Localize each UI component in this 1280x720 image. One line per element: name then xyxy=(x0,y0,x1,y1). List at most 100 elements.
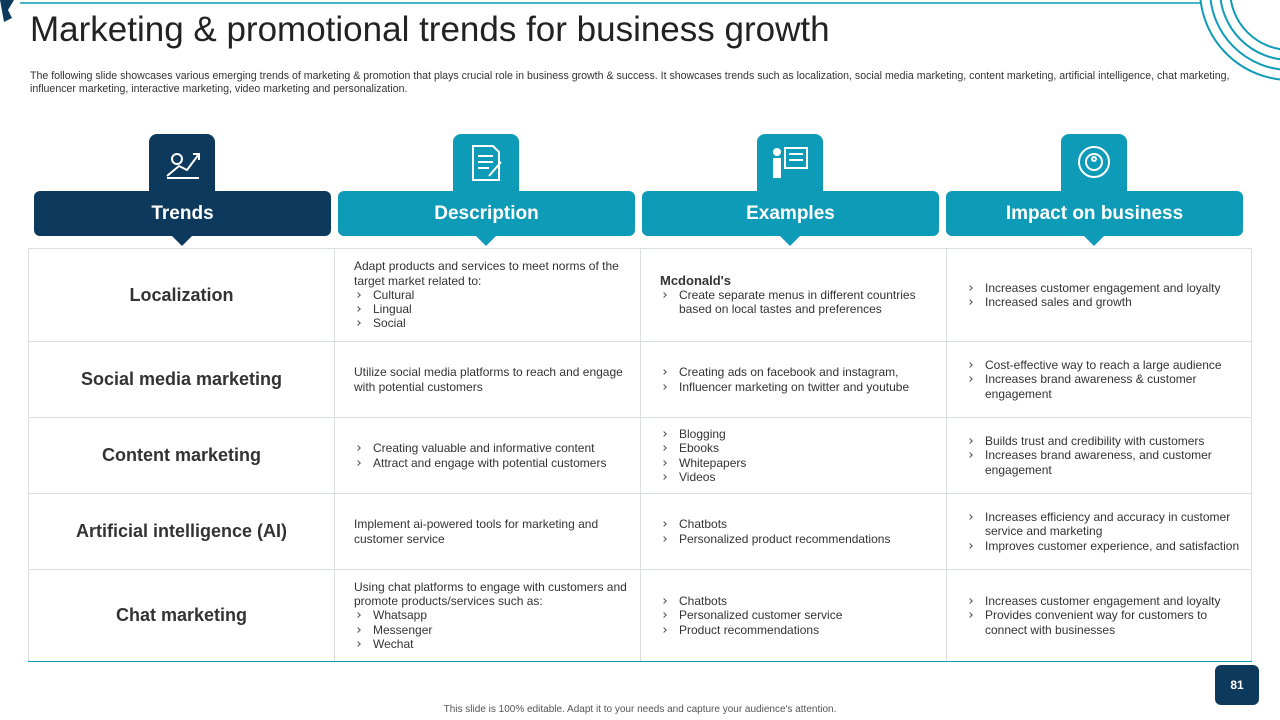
bullet-text: Influencer marketing on twitter and yout… xyxy=(679,379,910,394)
title: Marketing & promotional trends for busin… xyxy=(30,10,830,49)
table-row: Artificial intelligence (AI) Implement ai… xyxy=(28,493,1252,569)
bullet-text: Increases brand awareness & customer eng… xyxy=(985,372,1197,401)
bullet-text: Provides convenient way for customers to… xyxy=(985,608,1208,637)
bullet-item: Increases customer engagement and loyalt… xyxy=(966,281,1243,295)
bullet-item: Influencer marketing on twitter and yout… xyxy=(660,380,938,394)
bullet-item: Increases brand awareness, and customer … xyxy=(966,448,1243,477)
bullet-text: Increases customer engagement and loyalt… xyxy=(985,280,1221,295)
pointer xyxy=(1084,236,1104,246)
bullet-item: Increases customer engagement and loyalt… xyxy=(966,594,1243,608)
bullet-item: Increases efficiency and accuracy in cus… xyxy=(966,510,1243,539)
bullet-text: Personalized customer service xyxy=(679,608,843,623)
bullet-icon xyxy=(967,612,973,619)
table-row: Localization Adapt products and services … xyxy=(28,248,1252,341)
bullet-text: Lingual xyxy=(373,302,412,317)
cell-text: Using chat platforms to engage with cust… xyxy=(354,579,627,609)
bullet-item: Builds trust and credibility with custom… xyxy=(966,434,1243,448)
bullet-text: Blogging xyxy=(679,426,726,441)
bullet-text: Increased sales and growth xyxy=(985,295,1132,309)
description-cell: Implement ai-powered tools for marketing… xyxy=(334,494,640,569)
bullet-text: Attract and engage with potential custom… xyxy=(373,455,607,470)
table: Localization Adapt products and services … xyxy=(28,248,1252,662)
bullet-icon xyxy=(661,369,667,376)
bullet-text: Increases customer engagement and loyalt… xyxy=(985,594,1221,609)
bullet-icon xyxy=(967,514,973,520)
bullet-item: Social xyxy=(354,316,632,330)
bullet-text: Videos xyxy=(679,469,716,484)
trend-cell: Content marketing xyxy=(28,418,334,493)
column-header: Examples xyxy=(642,191,939,236)
icon xyxy=(773,147,808,178)
bullet-item: Whitepapers xyxy=(660,456,938,470)
bullet-icon xyxy=(661,612,667,619)
bullet-icon xyxy=(661,598,667,604)
icon-tab xyxy=(149,134,215,196)
trend-cell: Social media marketing xyxy=(28,342,334,417)
icon-tab xyxy=(453,134,519,196)
bullet-item: Messenger xyxy=(354,623,632,637)
bullet-item: Creating ads on facebook and instagram, xyxy=(660,365,938,379)
description-cell: Creating valuable and informative conten… xyxy=(334,418,640,493)
bullet-item: Attract and engage with potential custom… xyxy=(354,456,632,470)
bullet-item: Blogging xyxy=(660,427,938,441)
bullet-item: Improves customer experience, and satisf… xyxy=(966,539,1243,553)
impact-cell: Builds trust and credibility with custom… xyxy=(946,418,1252,493)
bullet-icon xyxy=(661,626,667,633)
bullet-text: Whatsapp xyxy=(373,608,428,623)
trend-cell: Artificial intelligence (AI) xyxy=(28,494,334,569)
bullet-text: Wechat xyxy=(373,636,414,651)
footer-note: This slide is 100% editable. Adapt it to… xyxy=(443,704,837,715)
bullet-text: Personalized product recommendations xyxy=(679,531,891,546)
bullet-item: Personalized customer service xyxy=(660,608,938,622)
decoration xyxy=(0,0,1280,81)
bullet-text: Create separate menus in different count… xyxy=(679,287,916,317)
bullet-icon xyxy=(355,641,361,647)
bullet-text: Social xyxy=(373,316,406,331)
bullet-text: Increases brand awareness, and customer … xyxy=(985,448,1212,477)
bullet-item: Cultural xyxy=(354,288,632,302)
bullet-text: Cultural xyxy=(373,287,415,302)
cell-heading: Mcdonald's xyxy=(660,272,731,288)
bullet-item: Personalized product recommendations xyxy=(660,532,938,546)
bullet-item: Chatbots xyxy=(660,594,938,608)
impact-cell: Increases customer engagement and loyalt… xyxy=(946,570,1252,661)
bullet-icon xyxy=(967,598,973,604)
icon-tab xyxy=(1061,134,1127,196)
cell-text: Utilize social media platforms to reach … xyxy=(354,365,623,394)
description-cell: Utilize social media platforms to reach … xyxy=(334,342,640,417)
bullet-icon xyxy=(661,445,667,452)
icon xyxy=(472,145,502,181)
bullet-text: Chatbots xyxy=(679,517,728,532)
bullet-icon xyxy=(661,459,667,466)
examples-cell: Mcdonald's Create separate menus in diffe… xyxy=(640,249,946,341)
column-header: Impact on business xyxy=(946,191,1243,236)
bullet-icon xyxy=(661,521,667,528)
examples-cell: Chatbots Personalized product recommendat… xyxy=(640,494,946,569)
bullet-icon xyxy=(967,452,973,459)
page-number: 81 xyxy=(1215,665,1259,705)
bullet-item: Create separate menus in different count… xyxy=(660,288,938,317)
table-row: Chat marketing Using chat platforms to en… xyxy=(28,569,1252,661)
cell-text: Implement ai-powered tools for marketing… xyxy=(354,517,599,546)
icon xyxy=(1078,146,1110,178)
bullet-icon xyxy=(967,299,973,305)
subtitle: The following slide showcases various em… xyxy=(30,70,1230,95)
examples-cell: Creating ads on facebook and instagram, I… xyxy=(640,342,946,417)
bullet-icon xyxy=(967,376,973,383)
bullet-item: Wechat xyxy=(354,637,632,651)
bullet-icon xyxy=(355,292,361,298)
bullet-icon xyxy=(355,612,361,619)
bullet-icon xyxy=(661,535,667,542)
bullet-item: Creating valuable and informative conten… xyxy=(354,441,632,455)
trend-cell: Localization xyxy=(28,249,334,341)
impact-cell: Increases customer engagement and loyalt… xyxy=(946,249,1252,341)
column-header: Description xyxy=(338,191,635,236)
table-row: Social media marketing Utilize social med… xyxy=(28,341,1252,417)
bullet-item: Cost-effective way to reach a large audi… xyxy=(966,358,1243,372)
bullet-text: Creating ads on facebook and instagram, xyxy=(679,365,899,380)
bullet-icon xyxy=(661,292,667,298)
bullet-icon xyxy=(967,362,973,368)
cell-text: Adapt products and services to meet norm… xyxy=(354,259,619,288)
bullet-icon xyxy=(967,542,973,549)
